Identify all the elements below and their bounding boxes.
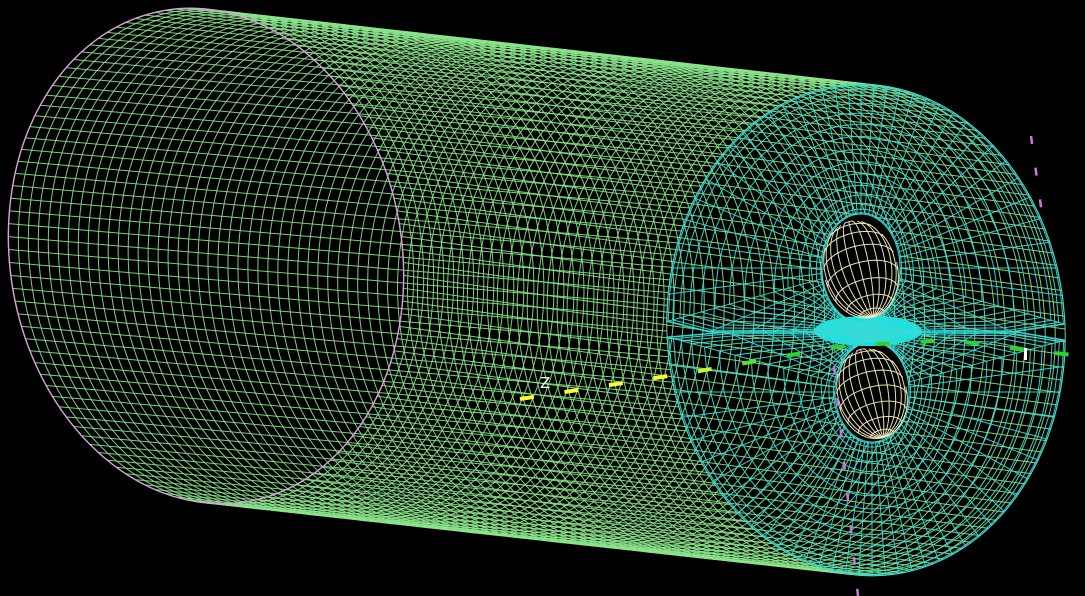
end-face-mesh-lower — [666, 331, 1066, 577]
axis-tick-mark — [1024, 348, 1027, 360]
magenta-dashed-line-lower — [832, 365, 860, 596]
wire-mesh-lower — [836, 348, 908, 440]
z-axis-label: Z — [540, 374, 550, 392]
left-end-rim — [7, 7, 405, 505]
wire-mesh-upper — [823, 220, 899, 319]
wire-holes — [822, 214, 909, 442]
magenta-dashed-line-right — [1029, 135, 1043, 208]
z-axis-dashed-line — [519, 338, 1069, 401]
end-face-mesh-upper — [666, 83, 1066, 333]
